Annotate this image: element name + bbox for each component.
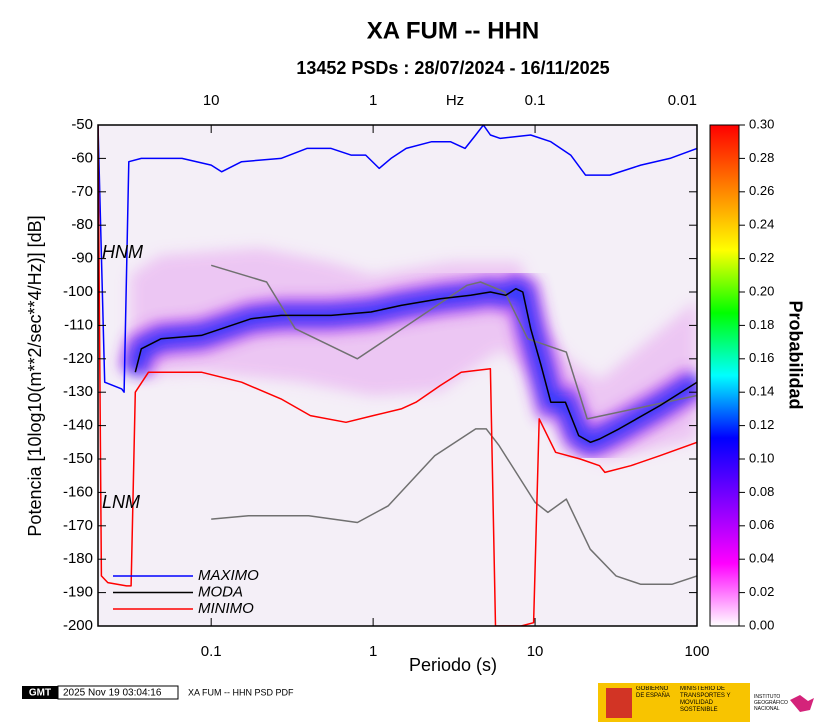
ministry-box: MINISTERIO DE TRANSPORTES Y MOVILIDAD SO… [680,686,731,713]
x-tick-label: 1 [369,643,377,660]
colorbar-tick-label: 0.24 [749,217,774,232]
colorbar-tick-label: 0.30 [749,116,774,131]
ministry-text: MINISTERIO DE TRANSPORTES Y MOVILIDAD SO… [680,686,731,713]
x-tick-label: 10 [527,643,544,660]
model-label: HNM [102,242,143,262]
y-tick-label: -120 [63,350,93,367]
ign-text: INSTITUTO GEOGRÁFICO NACIONAL [754,694,788,712]
y-tick-label: -180 [63,550,93,567]
y-tick-label: -190 [63,584,93,601]
chart-title: XA FUM -- HHN [367,17,539,44]
colorbar-tick-label: 0.16 [749,350,774,365]
model-label: LNM [102,492,140,512]
y-tick-label: -50 [71,116,93,133]
x-axis-title: Periodo (s) [409,655,497,675]
timestamp-box [57,685,179,700]
model-line [211,428,697,586]
plot-frame [97,124,698,627]
x-tick-label: 0.1 [201,643,222,660]
y-tick-label: -110 [64,316,93,333]
legend-label: MINIMO [198,600,254,617]
chart-subtitle: 13452 PSDs : 28/07/2024 - 16/11/2025 [296,58,609,78]
y-tick-label: -150 [63,450,93,467]
colorbar-tick-label: 0.02 [749,584,774,599]
colorbar-tick-label: 0.22 [749,250,774,265]
y-tick-label: -90 [71,250,93,267]
colorbar-tick-label: 0.08 [749,484,774,499]
model-line [210,264,697,420]
legend-label: MODA [198,583,243,600]
y-tick-label: -170 [63,517,93,534]
coat-of-arms [606,688,632,718]
top-axis-unit: Hz [446,92,464,109]
colorbar-tick-label: 0.18 [749,317,774,332]
gov-box: GOBIERNO DE ESPAÑA [636,686,670,699]
colorbar-tick-label: 0.12 [749,417,774,432]
colorbar-tick-label: 0.06 [749,517,774,532]
colorbar-tick-label: 0.28 [749,150,774,165]
colorbar-tick-label: 0.04 [749,551,774,566]
y-tick-label: -140 [63,417,93,434]
x-tick-label: 100 [684,643,709,660]
colorbar [709,124,740,627]
timestamp: 2025 Nov 19 03:04:16 [63,688,162,699]
ign-box: INSTITUTO GEOGRÁFICO NACIONAL [754,694,788,712]
ign-logo [790,695,814,712]
y-tick-label: -70 [71,183,93,200]
y-axis-title: Potencia [10log10(m**2/sec**4/Hz)] [dB] [25,215,45,536]
lines [98,125,697,626]
y-tick-label: -130 [63,383,93,400]
y-tick-label: -60 [71,149,93,166]
colorbar-title: Probabilidad [785,300,805,409]
colorbar-tick-label: 0.00 [749,617,774,632]
y-tick-label: -200 [63,617,93,634]
logo-box [22,686,58,699]
y-tick-label: -80 [71,216,93,233]
series-line [98,125,697,393]
logo: GMT [29,688,51,699]
colorbar-tick-label: 0.26 [749,183,774,198]
top-tick-label: 10 [203,92,220,109]
top-tick-label: 1 [369,92,377,109]
caption: XA FUM -- HHN PSD PDF [188,687,294,697]
series-line [98,125,697,626]
series-line [134,287,697,444]
legend-label: MAXIMO [198,567,259,584]
y-tick-label: -100 [63,283,93,300]
y-tick-label: -160 [63,483,93,500]
top-tick-label: 0.01 [668,92,697,109]
colorbar-tick-label: 0.10 [749,450,774,465]
colorbar-tick-label: 0.14 [749,384,774,399]
colorbar-tick-label: 0.20 [749,283,774,298]
top-tick-label: 0.1 [525,92,546,109]
gov-text: GOBIERNO DE ESPAÑA [636,686,670,699]
